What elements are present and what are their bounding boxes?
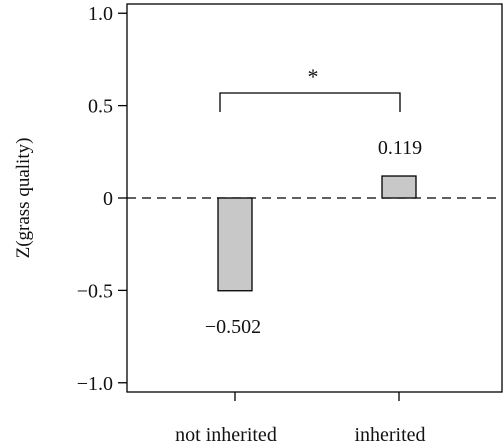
value-label: −0.502 [205,316,261,338]
bar-inherited [381,175,417,199]
y-tick-label: 0.5 [88,96,113,118]
x-tick-label: not inherited [175,424,277,443]
y-tick-label: −0.5 [77,280,113,302]
value-label: 0.119 [378,137,422,159]
y-tick-label: 1.0 [88,3,113,25]
y-tick-label: 0 [103,188,113,210]
y-axis-label: Z(grass quality) [13,138,34,259]
y-tick-label: −1.0 [77,373,113,395]
significance-marker: * [308,64,319,89]
significance-bracket [219,92,401,112]
bar-not-inherited [217,197,253,292]
x-tick-label: inherited [354,424,425,443]
